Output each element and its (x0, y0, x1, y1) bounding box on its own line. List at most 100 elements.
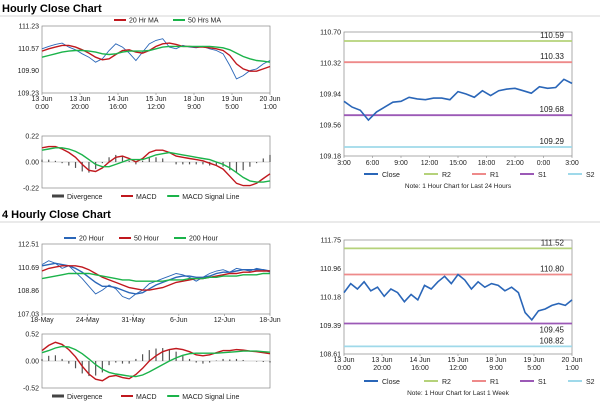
4h_levels-x-tick: 18 Jun (485, 357, 506, 364)
4h_macd-legend-label: MACD (136, 394, 157, 401)
4h_levels-x-tick: 15 Jun (447, 357, 468, 364)
4h_price-x-tick: 18-May (30, 317, 54, 324)
hourly_levels-legend-label: S2 (586, 172, 595, 179)
hourly_levels-y-tick: 109.94 (320, 92, 342, 99)
hourly_macd-y-tick: -0.22 (23, 186, 39, 193)
hourly_price-x-tick: 15 Jun (145, 96, 166, 103)
4h_levels-x-tick: 0:00 (337, 365, 351, 372)
hourly_price-series-line (41, 42, 271, 72)
hourly_macd-y-tick: 0.22 (25, 134, 39, 141)
hourly_levels-close-line (343, 78, 573, 122)
hourly_price-x-tick: 9:00 (187, 104, 201, 111)
4h_levels-y-tick: 110.18 (320, 295, 341, 302)
4h_price-legend-label: 200 Hour (189, 236, 218, 243)
hourly_levels-legend-label: R1 (490, 172, 499, 179)
hourly_price-x-tick: 20:00 (71, 104, 89, 111)
four-hourly-macd-chart: 0.52 0.00 -0.52 Divergence MACD MACD Signal L… (23, 332, 271, 401)
4h_macd-legend-label: Divergence (67, 394, 103, 401)
4h_levels-note: Note: 1 Hour Chart for Last 1 Week (407, 390, 510, 397)
hourly_price-frame (41, 25, 271, 94)
hourly_price-x-tick: 20 Jun (259, 96, 280, 103)
section-title-4hourly: 4 Hourly Close Chart (2, 209, 111, 221)
hourly_price-legend-label: 50 Hrs MA (188, 18, 221, 25)
4h_levels-x-tick: 5:00 (527, 365, 541, 372)
4h_levels-y-tick: 108.61 (320, 352, 342, 359)
hourly_levels-x-tick: 6:00 (366, 160, 380, 167)
4h_price-x-tick: 6-Jun (170, 317, 188, 324)
4h_price-x-tick: 18-Jun (259, 317, 281, 324)
hourly_levels-x-tick: 15:00 (449, 160, 467, 167)
4h_levels-level-label: 109.45 (540, 326, 565, 335)
4h_macd-y-tick: 0.00 (25, 359, 39, 366)
4h_levels-level-label: 110.80 (540, 264, 564, 273)
hourly_price-x-tick: 19 Jun (221, 96, 242, 103)
hourly_levels-x-tick: 9:00 (394, 160, 408, 167)
4h_price-legend-label: 50 Hour (134, 236, 160, 243)
hourly_levels-note: Note: 1 Hour Chart for Last 24 Hours (405, 183, 512, 190)
hourly_levels-x-tick: 3:00 (337, 160, 351, 167)
hourly_levels-y-tick: 109.18 (320, 154, 342, 161)
4h_levels-legend-label: R1 (490, 379, 499, 386)
4h_price-y-tick: 112.51 (18, 242, 39, 249)
hourly_levels-frame (343, 31, 573, 157)
4h_levels-level-label: 111.52 (541, 238, 565, 247)
4h_macd-y-tick: 0.52 (25, 332, 39, 339)
hourly_price-x-tick: 1:00 (263, 104, 277, 111)
4h_levels-y-tick: 109.39 (320, 323, 342, 330)
hourly_macd-y-tick: 0.00 (25, 160, 39, 167)
hourly_levels-y-tick: 110.32 (320, 61, 341, 68)
4h_levels-x-tick: 20:00 (373, 365, 391, 372)
4h_price-y-tick: 108.86 (18, 288, 40, 295)
4h_levels-close-line (343, 273, 573, 322)
hourly_macd-legend-label: Divergence (67, 194, 103, 201)
section-title-hourly: Hourly Close Chart (2, 3, 102, 15)
4h_price-series-line (41, 272, 270, 282)
hourly_levels-level-label: 109.68 (540, 105, 565, 114)
hourly_levels-legend-label: Close (382, 172, 400, 179)
4h_levels-x-tick: 19 Jun (523, 357, 544, 364)
hourly_price-series-line (41, 38, 271, 80)
hourly_price-x-tick: 13 Jun (69, 96, 90, 103)
4h_price-y-tick: 110.69 (18, 265, 39, 272)
hourly_levels-y-tick: 109.56 (320, 123, 342, 130)
4h_levels-y-tick: 110.96 (320, 266, 341, 273)
4h_levels-x-tick: 14 Jun (409, 357, 430, 364)
hourly_price-x-tick: 14 Jun (107, 96, 128, 103)
4h_price-x-tick: 24-May (76, 317, 100, 324)
hourly_levels-x-tick: 12:00 (421, 160, 439, 167)
hourly_levels-y-tick: 110.70 (320, 30, 341, 37)
4h_levels-frame (343, 239, 573, 355)
4h_macd-y-tick: -0.52 (23, 386, 39, 393)
4h_levels-legend-label: Close (382, 379, 400, 386)
hourly-macd-chart: 0.22 0.00 -0.22 Divergence MACD MACD Signal L… (23, 134, 271, 201)
hourly_price-y-tick: 110.57 (18, 46, 39, 53)
hourly_price-x-tick: 12:00 (147, 104, 165, 111)
hourly_levels-x-tick: 18:00 (478, 160, 496, 167)
4h_price-y-tick: 107.03 (18, 312, 40, 319)
4h_levels-legend-label: S1 (538, 379, 547, 386)
4h_levels-x-tick: 1:00 (565, 365, 579, 372)
hourly_levels-legend-label: S1 (538, 172, 547, 179)
4h_levels-y-tick: 111.75 (321, 238, 341, 245)
hourly_macd-series-line (41, 147, 271, 183)
4h_levels-x-tick: 9:00 (489, 365, 503, 372)
4h_levels-x-tick: 13 Jun (333, 357, 354, 364)
4h_levels-x-tick: 20 Jun (561, 357, 582, 364)
4h_macd-series-line (41, 341, 271, 382)
hourly_macd-series-line (41, 145, 271, 187)
4h_levels-legend-label: R2 (442, 379, 451, 386)
hourly_levels-x-tick: 21:00 (506, 160, 524, 167)
hourly_levels-x-tick: 3:00 (565, 160, 579, 167)
hourly_price-x-tick: 5:00 (225, 104, 239, 111)
hourly_price-y-tick: 109.23 (18, 91, 40, 98)
4h_macd-series-line (41, 345, 271, 378)
hourly_macd-legend-label: MACD (136, 194, 157, 201)
4h_price-x-tick: 31-May (122, 317, 146, 324)
4h_levels-x-tick: 16:00 (411, 365, 429, 372)
4h_levels-x-tick: 13 Jun (371, 357, 392, 364)
hourly_levels-level-label: 110.33 (540, 52, 564, 61)
